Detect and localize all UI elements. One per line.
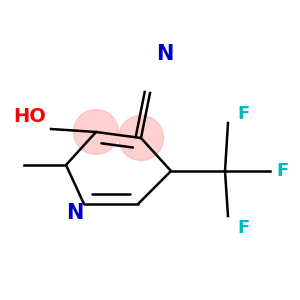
Text: F: F bbox=[276, 162, 288, 180]
Circle shape bbox=[74, 110, 118, 154]
Text: F: F bbox=[237, 219, 249, 237]
Text: N: N bbox=[156, 44, 174, 64]
Circle shape bbox=[118, 116, 164, 160]
Text: F: F bbox=[237, 105, 249, 123]
Text: HO: HO bbox=[14, 107, 46, 127]
Text: N: N bbox=[66, 203, 84, 223]
